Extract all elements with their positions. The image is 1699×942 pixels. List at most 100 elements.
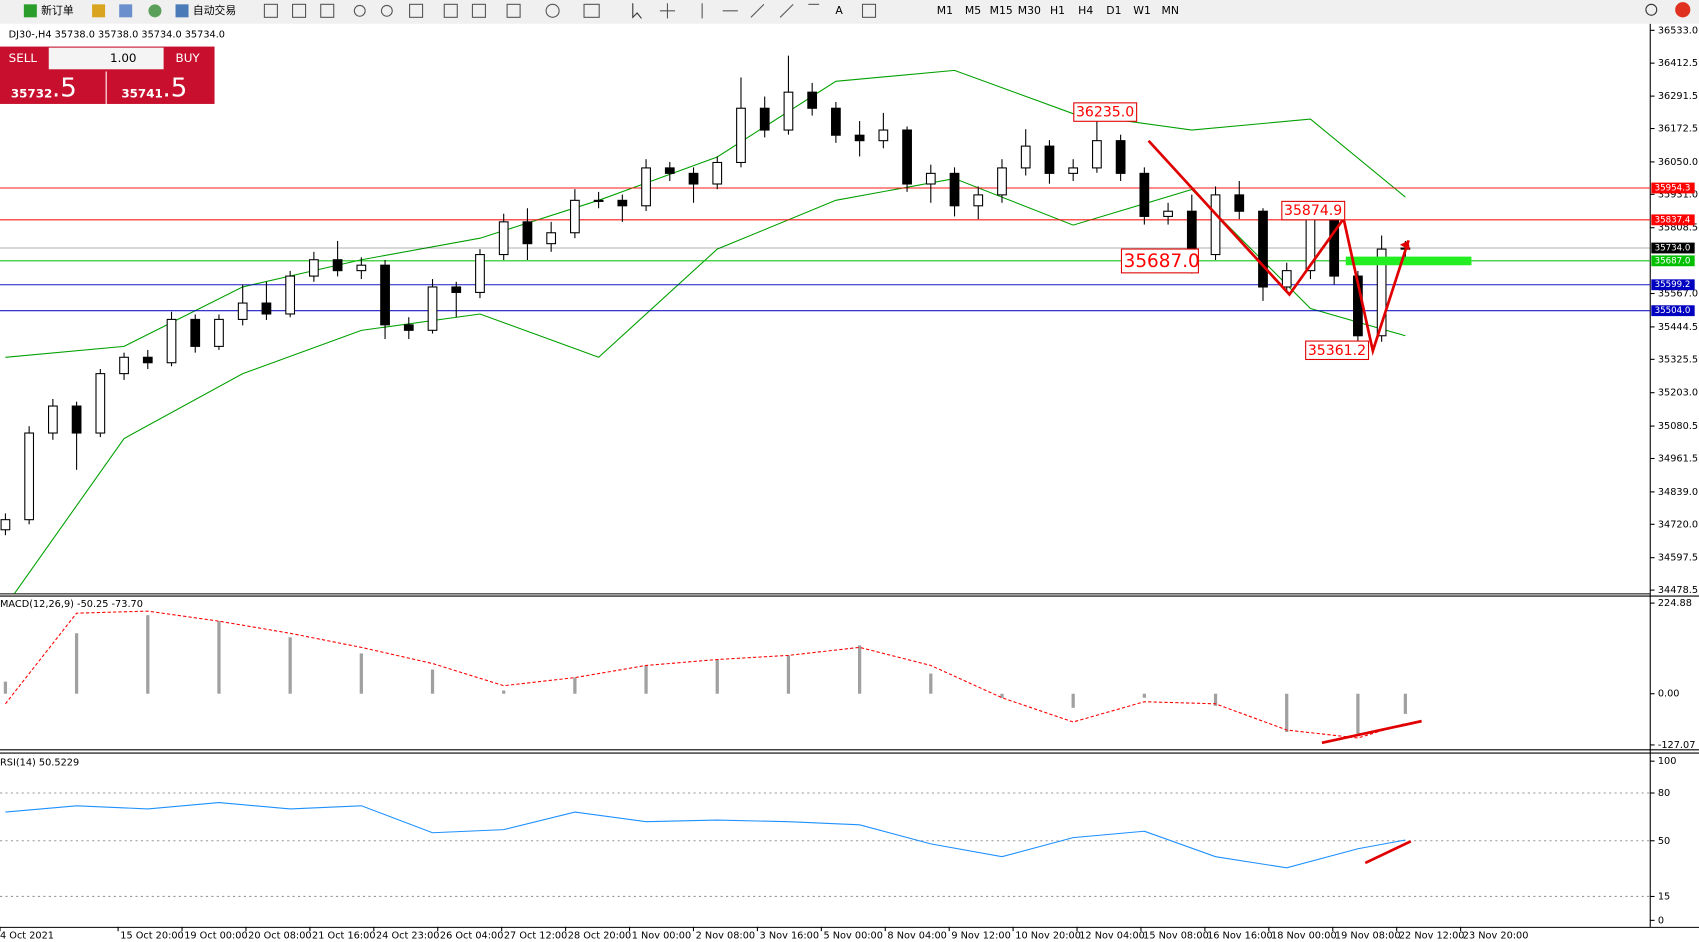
tool-icon[interactable]	[779, 3, 794, 18]
cursor-icon[interactable]	[632, 3, 642, 19]
volume-box[interactable]	[48, 47, 164, 70]
candle-body	[237, 302, 248, 320]
price-label-bg	[1651, 255, 1695, 267]
timeframe-button[interactable]: M15	[990, 4, 1013, 17]
macd-bar	[502, 690, 506, 694]
tool-icon[interactable]	[92, 4, 106, 18]
macd-bar	[74, 633, 79, 694]
ask-price[interactable]: 35741	[121, 87, 162, 101]
buy-button[interactable]: BUY	[176, 51, 201, 65]
rsi-title: RSI(14) 50.5229	[0, 757, 79, 768]
candle-body	[71, 405, 82, 434]
tool-icon[interactable]	[861, 3, 877, 18]
auto-trading-icon[interactable]	[175, 4, 189, 18]
y-tick-label: 35444.5	[1658, 322, 1698, 333]
tool-icon[interactable]	[353, 4, 366, 17]
tool-icon[interactable]	[471, 3, 486, 18]
candle-body	[332, 259, 343, 272]
sell-button[interactable]: SELL	[9, 51, 38, 65]
candle-body	[1044, 145, 1055, 174]
timeframe-button[interactable]: W1	[1133, 4, 1151, 17]
x-tick-label: 10 Nov 20:00	[1015, 931, 1081, 942]
timeframe-button[interactable]: H4	[1078, 4, 1093, 17]
candle-body	[47, 405, 58, 434]
price-label: 35504.0	[1655, 306, 1691, 316]
macd-bar	[1403, 693, 1407, 714]
macd-pane: 224.88 0.00 -127.07	[3, 598, 1696, 751]
x-tick-label: 21 Oct 16:00	[312, 931, 375, 942]
tool-icon[interactable]	[443, 3, 458, 18]
bid-price[interactable]: 35732	[11, 87, 52, 101]
price-label-bg	[1651, 214, 1695, 226]
tool-icon[interactable]	[380, 4, 393, 17]
tool-icon[interactable]	[320, 3, 335, 18]
annotation: 35687.0	[1124, 251, 1200, 272]
ask-pips[interactable]: .5	[163, 73, 188, 103]
tool-icon[interactable]	[292, 3, 307, 18]
x-tick-label: 8 Nov 04:00	[887, 931, 946, 942]
highlight-bar	[1345, 256, 1472, 266]
toolbar	[0, 0, 1699, 24]
y-tick-label: 35931.0	[1658, 189, 1698, 200]
x-tick-label: 2 Nov 08:00	[696, 931, 755, 942]
rsi-line	[5, 801, 1406, 869]
y-tick-label: -127.07	[1658, 740, 1696, 751]
macd-bar	[1356, 693, 1360, 737]
search-icon[interactable]	[1645, 3, 1658, 16]
y-tick-label: 0	[1658, 915, 1664, 926]
tool-icon[interactable]	[583, 3, 600, 18]
tool-icon[interactable]	[148, 4, 162, 18]
price-label-bg	[1651, 279, 1695, 291]
chart-background	[0, 23, 1699, 942]
timeframe-button[interactable]: M30	[1018, 4, 1041, 17]
macd-bar	[359, 653, 363, 694]
candle-body	[1210, 194, 1221, 256]
tool-icon[interactable]	[506, 3, 521, 18]
tool-icon[interactable]	[545, 3, 560, 18]
annotation: 36235.0	[1076, 105, 1134, 121]
new-order[interactable]: 新订单	[41, 3, 74, 17]
y-tick-label: 34961.5	[1658, 454, 1698, 465]
tool-icon[interactable]	[409, 3, 424, 18]
candle-body	[119, 356, 129, 375]
x-tick-label: 24 Oct 23:00	[376, 931, 439, 942]
price-label: 35734.0	[1655, 244, 1691, 254]
y-tick-label: 34720.0	[1658, 519, 1698, 530]
timeframe-button[interactable]: D1	[1106, 4, 1121, 17]
timeframe-button[interactable]: MN	[1161, 4, 1178, 17]
candle-body	[831, 107, 841, 136]
text-tool[interactable]: A	[835, 4, 843, 17]
x-tick-label: 3 Nov 16:00	[760, 931, 819, 942]
annotation: 35361.2	[1308, 343, 1366, 359]
tool-icon[interactable]	[119, 4, 133, 18]
volume[interactable]: 1.00	[110, 51, 137, 65]
macd-bar	[1213, 693, 1218, 706]
candle-body	[1139, 172, 1150, 217]
candle-body	[522, 221, 533, 245]
x-tick-label: 16 Nov 16:00	[1207, 931, 1273, 942]
y-tick-label: 100	[1658, 756, 1677, 767]
y-tick-label: 224.88	[1658, 598, 1692, 609]
tool-icon[interactable]	[263, 3, 278, 18]
candle-body	[1234, 194, 1245, 212]
tool-icon[interactable]	[750, 3, 765, 18]
candle-body	[1376, 248, 1387, 337]
auto-trading[interactable]: 自动交易	[193, 3, 236, 17]
notification-icon[interactable]	[1675, 2, 1691, 18]
bid-pips[interactable]: .5	[52, 73, 77, 103]
x-tick-label: 15 Nov 08:00	[1143, 931, 1209, 942]
timeframe-button[interactable]: M5	[965, 4, 981, 17]
timeframe-button[interactable]: H1	[1050, 4, 1065, 17]
y-tick-label: 0.00	[1658, 689, 1680, 700]
candle-body	[475, 254, 485, 293]
x-tick-label: 19 Oct 00:00	[184, 931, 247, 942]
macd-bar	[3, 681, 8, 694]
new-order-icon[interactable]	[23, 4, 37, 18]
price-label-bg	[1651, 305, 1695, 317]
candle-body	[166, 318, 177, 364]
candle-body	[783, 91, 794, 131]
candle-body	[570, 199, 580, 234]
macd-bar	[1000, 693, 1004, 698]
timeframe-button[interactable]: M1	[937, 4, 953, 17]
